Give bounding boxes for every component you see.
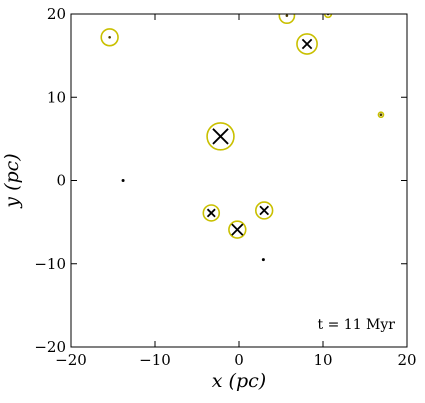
time-annotation: t = 11 Myr — [318, 317, 396, 333]
point-ring — [206, 122, 235, 151]
point-cross — [212, 128, 229, 145]
x-tick-label: 0 — [234, 351, 244, 369]
x-tick-label: 20 — [397, 351, 416, 369]
point-ring — [296, 33, 318, 55]
y-tick-label: −10 — [34, 255, 66, 273]
point-cross — [231, 223, 244, 236]
point-dot — [108, 36, 111, 39]
point-cross — [206, 208, 216, 218]
y-tick-label: −20 — [34, 338, 66, 356]
point-cross — [259, 205, 270, 216]
x-axis-label: x (pc) — [212, 370, 266, 392]
y-tick-label: 0 — [56, 172, 66, 190]
point-ring — [255, 201, 274, 220]
x-tick-label: −10 — [139, 351, 171, 369]
point-dot — [285, 14, 289, 17]
y-tick-label: 10 — [47, 88, 66, 106]
x-tick-label: 10 — [313, 351, 332, 369]
plot-frame — [70, 13, 408, 348]
point-ring — [228, 220, 247, 239]
y-axis-label: y (pc) — [1, 153, 23, 208]
point-cross — [301, 38, 313, 50]
point-dot — [261, 258, 265, 262]
y-tick-label: 20 — [47, 5, 66, 23]
point-ring — [100, 28, 119, 47]
point-ring — [377, 111, 385, 119]
point-dot — [121, 179, 125, 182]
point-ring — [278, 14, 296, 25]
point-ring — [202, 204, 221, 222]
x-tick-label: −20 — [55, 351, 87, 369]
point-dot — [379, 113, 383, 117]
markers — [100, 14, 385, 262]
axes: −20 −10 0 10 20 −20 −10 0 10 20 — [34, 5, 416, 369]
plot-area — [100, 14, 385, 262]
